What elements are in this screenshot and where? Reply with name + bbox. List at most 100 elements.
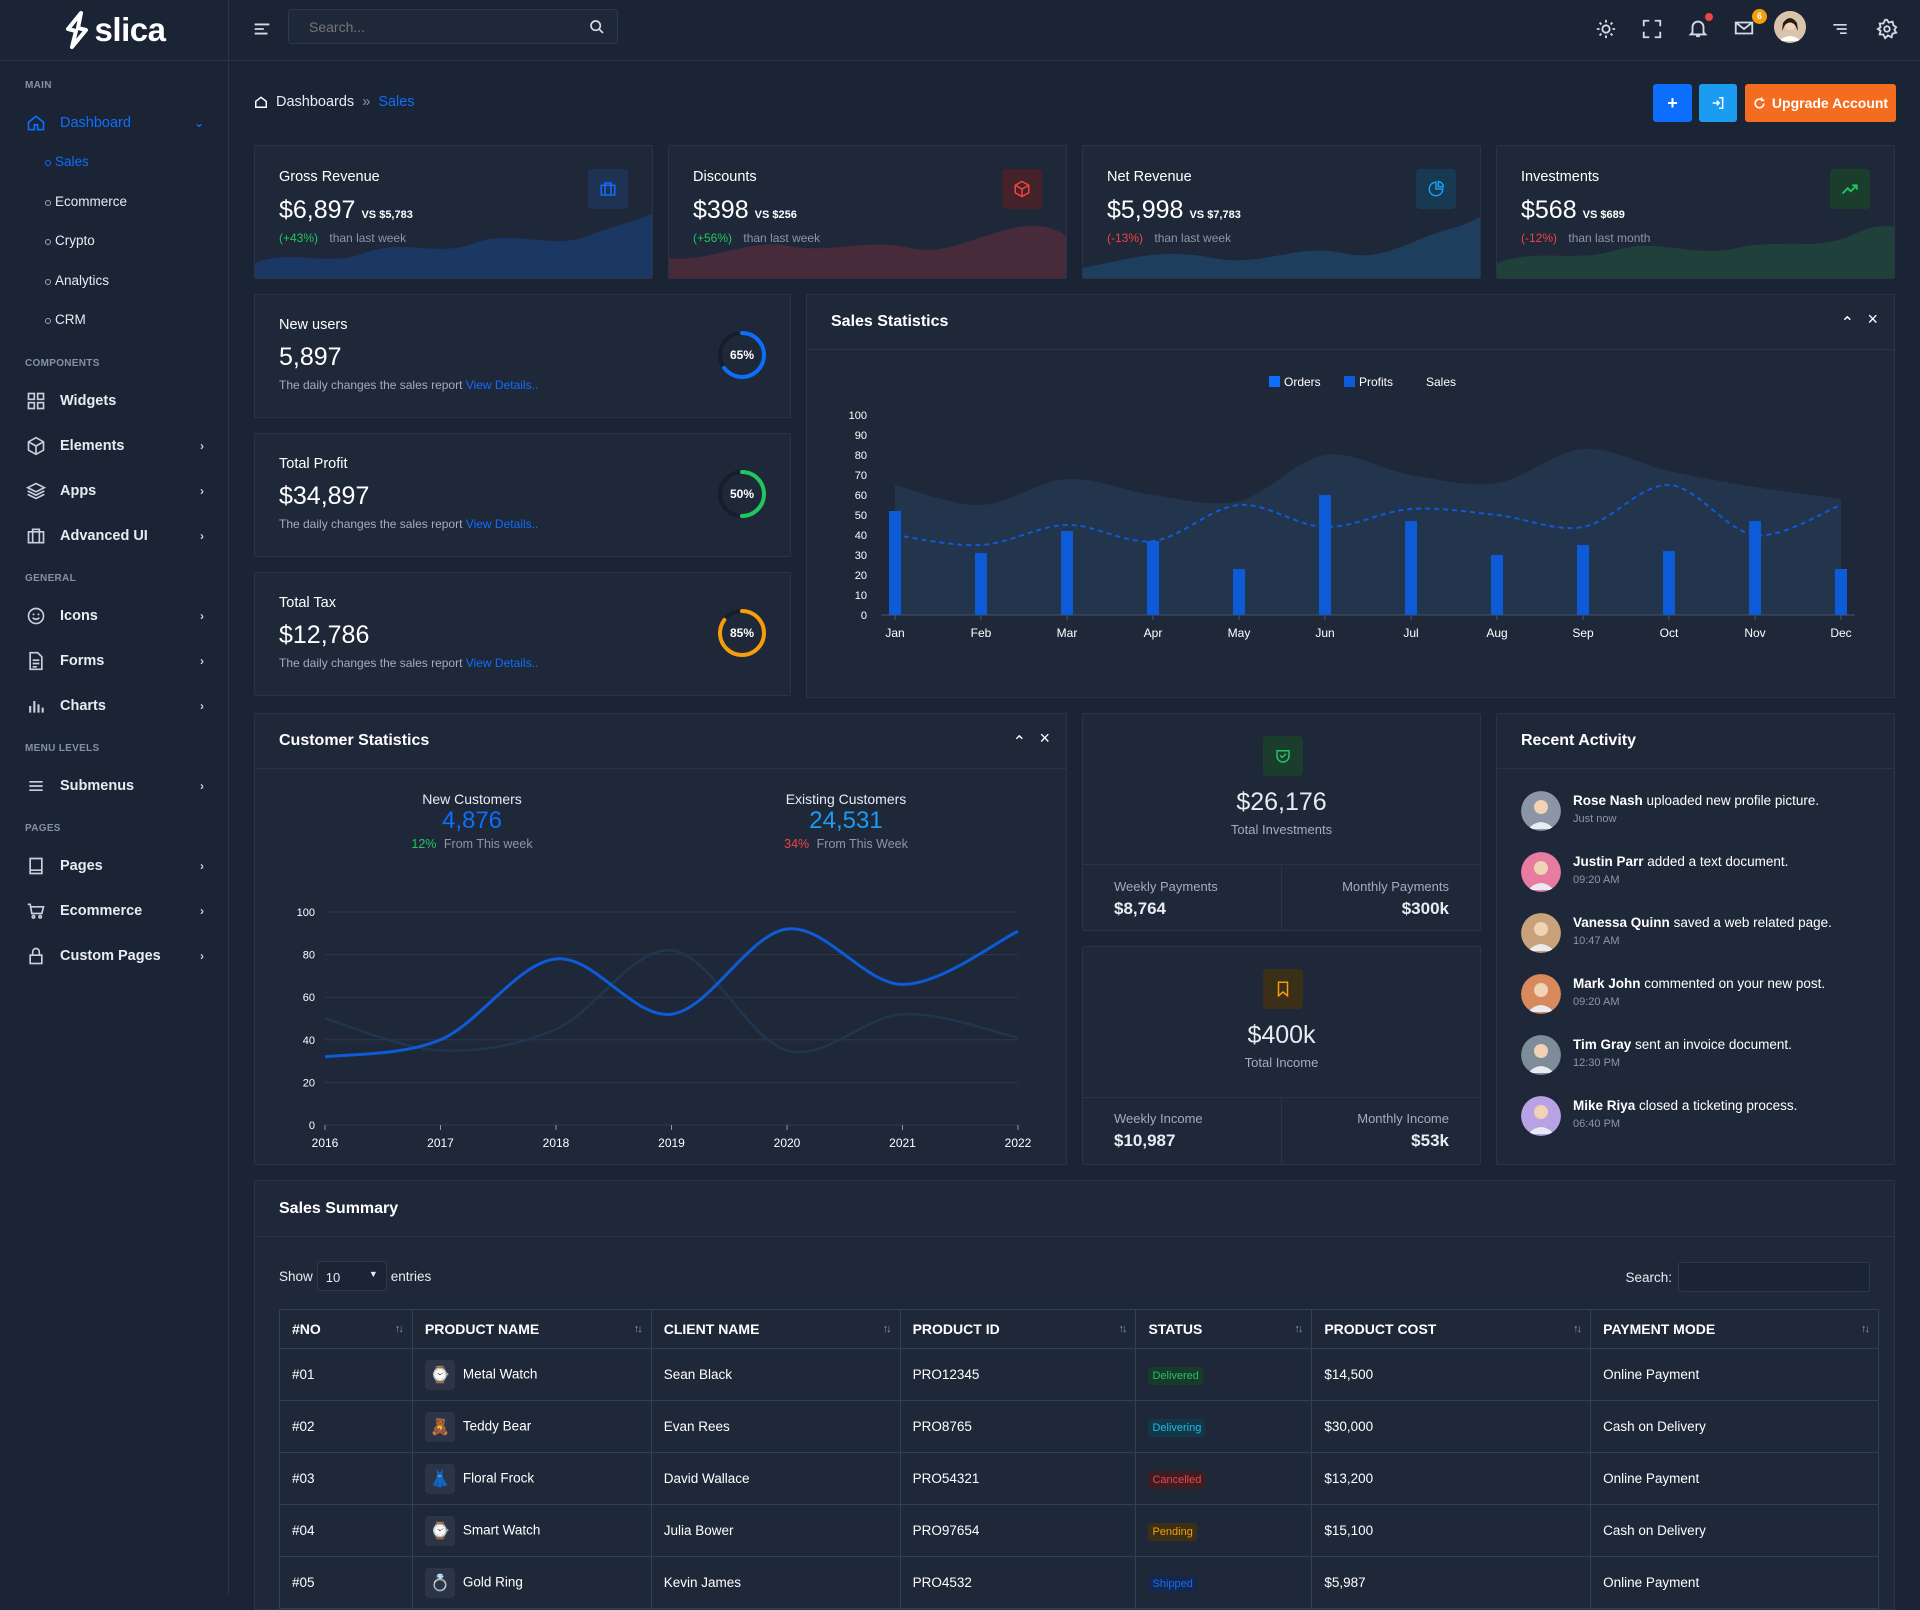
column-header[interactable]: STATUS ↑↓ xyxy=(1135,1309,1313,1349)
sort-icon[interactable]: ↑↓ xyxy=(633,1323,643,1335)
table-search-input[interactable] xyxy=(1678,1262,1870,1292)
lock-icon xyxy=(29,947,43,965)
x-tick-label: 2020 xyxy=(774,1136,801,1150)
search-input[interactable] xyxy=(289,10,579,43)
sidebar-sub-sales[interactable]: Sales xyxy=(45,154,89,169)
view-details-link[interactable]: View Details.. xyxy=(465,656,539,670)
progress-percent: 65% xyxy=(729,348,755,362)
view-details-link[interactable]: View Details.. xyxy=(465,378,539,392)
sidebar-item-advanced-ui[interactable]: Advanced UI › xyxy=(0,518,228,554)
cell-product-id: PRO54321 xyxy=(899,1452,1137,1505)
sidebar-item-ecommerce[interactable]: Ecommerce › xyxy=(0,893,228,929)
entries-value: 10 xyxy=(325,1270,341,1285)
sidebar-item-dashboard[interactable]: Dashboard ⌄ xyxy=(0,105,228,141)
fullscreen-icon[interactable] xyxy=(1641,18,1663,40)
sidebar-item-charts[interactable]: Charts › xyxy=(0,688,228,724)
user-avatar[interactable] xyxy=(1774,11,1806,43)
stat-label: Existing Customers xyxy=(785,791,907,807)
sidebar-sub-analytics[interactable]: Analytics xyxy=(44,273,110,288)
avatar[interactable] xyxy=(1521,1096,1561,1136)
activity-user[interactable]: Rose Nash xyxy=(1573,793,1643,808)
brand-logo[interactable]: slica xyxy=(0,0,228,61)
stat-value: 4,876 xyxy=(441,807,503,834)
sidebar-item-elements[interactable]: Elements › xyxy=(0,428,228,464)
avatar[interactable] xyxy=(1521,791,1561,831)
trending-up-icon xyxy=(1841,184,1858,195)
sidebar-item-label: Apps xyxy=(60,483,97,499)
activity-user[interactable]: Justin Parr xyxy=(1573,854,1644,869)
activity-action: commented on your new post. xyxy=(1644,976,1826,991)
y-tick-label: 0 xyxy=(861,610,867,622)
sort-icon[interactable]: ↑↓ xyxy=(1861,1323,1870,1335)
view-details-link[interactable]: View Details.. xyxy=(465,517,539,531)
login-button[interactable] xyxy=(1699,84,1737,122)
avatar[interactable] xyxy=(1521,852,1561,892)
avatar[interactable] xyxy=(1521,974,1561,1014)
search-box[interactable] xyxy=(288,9,618,44)
kpi-value: $568 VS $689 xyxy=(1521,196,1625,225)
column-header[interactable]: #NO ↑↓ xyxy=(279,1309,413,1349)
sidebar-toggle-icon[interactable] xyxy=(251,18,273,40)
sidebar-item-submenus[interactable]: Submenus › xyxy=(0,768,228,804)
sort-icon[interactable]: ↑↓ xyxy=(394,1323,404,1335)
activity-text: Tim Gray sent an invoice document. xyxy=(1573,1037,1792,1052)
kpi-change-pct: (+43%) xyxy=(279,231,319,245)
entries-select[interactable]: 10 ▼ xyxy=(316,1261,387,1291)
add-button[interactable]: + xyxy=(1653,84,1692,122)
total-investments-card: $26,176 Total Investments Weekly Payment… xyxy=(1082,713,1481,931)
nav-category-pages: PAGES xyxy=(25,823,61,834)
sidebar-item-forms[interactable]: Forms › xyxy=(0,643,228,679)
sidebar-item-pages[interactable]: Pages › xyxy=(0,848,228,884)
close-icon[interactable]: × xyxy=(1039,728,1050,748)
table-row[interactable]: #05 💍 Gold Ring Kevin James PRO4532 Shipped $5… xyxy=(279,1556,1879,1609)
activity-user[interactable]: Vanessa Quinn xyxy=(1573,915,1670,930)
table-row[interactable]: #03 👗 Floral Frock David Wallace PRO54321 Can… xyxy=(279,1452,1879,1505)
table-row[interactable]: #02 🧸 Teddy Bear Evan Rees PRO8765 Delivering… xyxy=(279,1400,1879,1453)
grid-icon xyxy=(27,392,45,410)
progress-percent: 85% xyxy=(729,626,755,640)
sidebar-item-icons[interactable]: Icons › xyxy=(0,598,228,634)
bookmark-icon xyxy=(1277,981,1289,998)
x-tick-label: 2017 xyxy=(427,1136,454,1150)
sort-icon[interactable]: ↑↓ xyxy=(882,1323,892,1335)
column-header[interactable]: CLIENT NAME ↑↓ xyxy=(650,1309,901,1349)
sort-icon[interactable]: ↑↓ xyxy=(1294,1323,1303,1335)
cell-cost: $15,100 xyxy=(1311,1504,1592,1557)
column-header[interactable]: PRODUCT NAME ↑↓ xyxy=(411,1309,652,1349)
sidebar-item-label: Widgets xyxy=(60,393,117,409)
column-header[interactable]: PAYMENT MODE ↑↓ xyxy=(1590,1309,1879,1349)
theme-toggle-icon[interactable] xyxy=(1595,18,1617,40)
avatar[interactable] xyxy=(1521,913,1561,953)
sidebar-item-custom-pages[interactable]: Custom Pages › xyxy=(0,938,228,974)
sort-icon[interactable]: ↑↓ xyxy=(1118,1323,1127,1335)
avatar[interactable] xyxy=(1521,1035,1561,1075)
activity-user[interactable]: Mark John xyxy=(1573,976,1641,991)
legend-swatch xyxy=(1344,376,1355,387)
notifications-button[interactable] xyxy=(1687,13,1713,41)
table-row[interactable]: #01 ⌚ Metal Watch Sean Black PRO12345 Deliver… xyxy=(279,1348,1879,1401)
close-icon[interactable]: × xyxy=(1867,309,1878,329)
activity-user[interactable]: Tim Gray xyxy=(1573,1037,1632,1052)
kpi-card-investments: Investments $568 VS $689 (-12%) than last… xyxy=(1496,145,1895,279)
sidebar-item-apps[interactable]: Apps › xyxy=(0,473,228,509)
search-icon[interactable] xyxy=(589,19,605,35)
kpi-sparkline xyxy=(669,225,1066,278)
sidebar-sub-crm[interactable]: CRM xyxy=(45,312,86,327)
sidebar-sub-ecommerce[interactable]: Ecommerce xyxy=(44,194,128,209)
breadcrumb-root[interactable]: Dashboards xyxy=(276,94,355,110)
column-header[interactable]: PRODUCT ID ↑↓ xyxy=(899,1309,1137,1349)
column-header[interactable]: PRODUCT COST ↑↓ xyxy=(1311,1309,1592,1349)
sidebar-sub-crypto[interactable]: Crypto xyxy=(45,233,95,248)
sidebar-item-widgets[interactable]: Widgets xyxy=(0,383,228,419)
collapse-icon[interactable]: ⌃ xyxy=(1012,734,1026,751)
table-row[interactable]: #04 ⌚ Smart Watch Julia Bower PRO97654 Pendin… xyxy=(279,1504,1879,1557)
sort-icon[interactable]: ↑↓ xyxy=(1573,1323,1582,1335)
collapse-icon[interactable]: ⌃ xyxy=(1840,315,1854,332)
activity-user[interactable]: Mike Riya xyxy=(1573,1098,1636,1113)
mail-button[interactable]: 6 xyxy=(1733,9,1767,41)
upgrade-account-button[interactable]: Upgrade Account xyxy=(1745,84,1896,122)
right-menu-icon[interactable] xyxy=(1830,19,1850,39)
gear-icon[interactable] xyxy=(1876,18,1898,40)
chevron-right-icon: › xyxy=(200,904,204,918)
stat-change-pct: 12% xyxy=(411,837,437,851)
